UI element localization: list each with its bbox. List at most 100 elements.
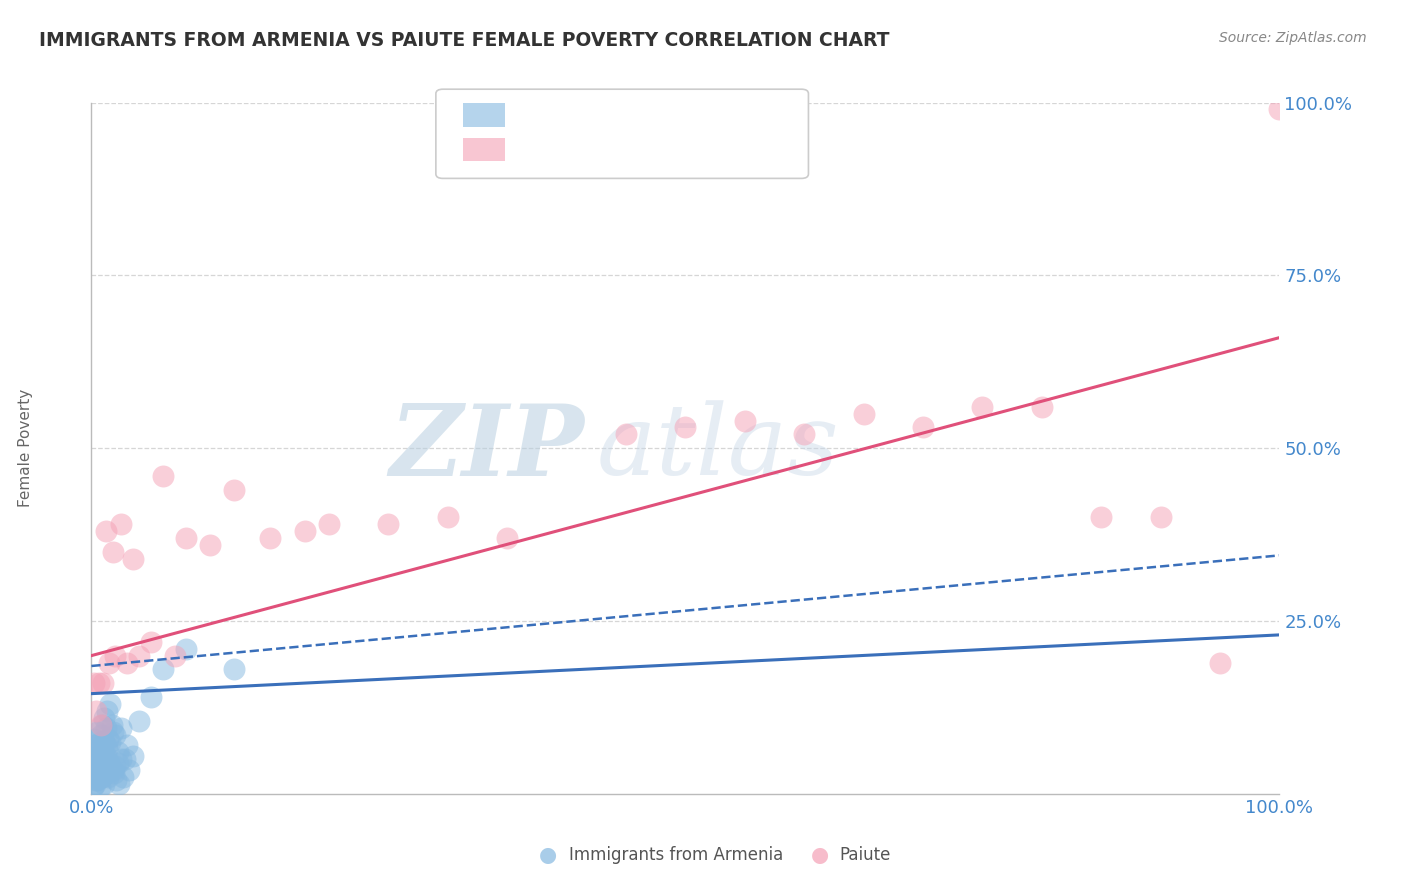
Point xyxy=(318,517,340,532)
Point xyxy=(139,690,162,705)
Point xyxy=(98,756,121,770)
Point xyxy=(294,524,316,539)
Text: atlas: atlas xyxy=(596,401,839,496)
Text: ●: ● xyxy=(811,845,828,864)
Point xyxy=(115,656,138,670)
Point xyxy=(91,770,114,784)
Point xyxy=(259,531,281,545)
Point xyxy=(98,656,121,670)
Point xyxy=(83,766,105,780)
Text: R =  0.182   N = 64: R = 0.182 N = 64 xyxy=(519,105,717,125)
Point xyxy=(87,756,110,770)
Point xyxy=(176,531,198,545)
Point xyxy=(89,780,111,794)
Point xyxy=(97,731,120,746)
Point xyxy=(734,414,756,428)
Point xyxy=(84,763,107,777)
Point xyxy=(103,766,125,780)
Point xyxy=(110,517,132,532)
Point xyxy=(86,772,108,788)
Point xyxy=(114,752,136,766)
Point xyxy=(104,648,127,663)
Point xyxy=(91,770,114,784)
Point xyxy=(89,763,111,777)
Point xyxy=(1031,400,1053,414)
Point xyxy=(83,731,105,746)
Point xyxy=(87,756,110,770)
Text: Source: ZipAtlas.com: Source: ZipAtlas.com xyxy=(1219,31,1367,45)
Point xyxy=(84,772,107,788)
Point xyxy=(100,697,122,711)
Point xyxy=(83,770,105,784)
Point xyxy=(82,780,104,794)
Text: ●: ● xyxy=(540,845,557,864)
Point xyxy=(87,742,110,756)
Point xyxy=(222,662,245,677)
Point xyxy=(115,739,138,753)
Point xyxy=(84,776,107,790)
Point xyxy=(163,648,186,663)
Point xyxy=(82,752,104,766)
Point xyxy=(110,721,132,735)
Point xyxy=(139,635,162,649)
Y-axis label: Female Poverty: Female Poverty xyxy=(18,389,34,508)
Point xyxy=(152,469,174,483)
Point xyxy=(496,531,519,545)
Point xyxy=(200,538,222,552)
Point xyxy=(93,776,115,790)
Text: Immigrants from Armenia: Immigrants from Armenia xyxy=(569,846,783,863)
Point xyxy=(1090,510,1112,524)
Point xyxy=(91,746,114,760)
Point xyxy=(614,427,637,442)
Point xyxy=(94,748,117,763)
Point xyxy=(101,724,124,739)
Point xyxy=(107,756,129,770)
Point xyxy=(93,711,115,725)
Point xyxy=(90,728,112,742)
Point xyxy=(673,420,696,434)
Point xyxy=(122,551,145,566)
Point xyxy=(84,704,107,718)
Point xyxy=(110,752,132,766)
Point xyxy=(104,728,127,742)
Point xyxy=(152,662,174,677)
Point xyxy=(128,648,150,663)
Point xyxy=(176,641,198,656)
Point xyxy=(84,746,107,760)
Point xyxy=(91,676,114,690)
Point xyxy=(87,676,110,690)
Point xyxy=(91,759,114,773)
Text: Paiute: Paiute xyxy=(839,846,891,863)
Text: IMMIGRANTS FROM ARMENIA VS PAIUTE FEMALE POVERTY CORRELATION CHART: IMMIGRANTS FROM ARMENIA VS PAIUTE FEMALE… xyxy=(39,31,890,50)
Text: R = 0.644   N = 37: R = 0.644 N = 37 xyxy=(519,140,711,160)
Point xyxy=(128,714,150,729)
Point xyxy=(377,517,399,532)
Point xyxy=(86,748,108,763)
Point xyxy=(90,752,112,766)
Point xyxy=(91,717,114,731)
Point xyxy=(911,420,934,434)
Point xyxy=(93,735,115,749)
Point xyxy=(100,717,122,731)
Point xyxy=(101,763,124,777)
Point xyxy=(90,717,112,731)
Point xyxy=(107,776,129,790)
Point xyxy=(96,742,118,756)
Point xyxy=(122,748,145,763)
Point xyxy=(90,752,112,766)
Point xyxy=(83,676,105,690)
Point xyxy=(118,763,141,777)
Point xyxy=(112,770,135,784)
Point xyxy=(972,400,994,414)
Point xyxy=(91,746,114,760)
Point xyxy=(94,739,117,753)
Point xyxy=(89,735,111,749)
Point xyxy=(86,724,108,739)
Point xyxy=(84,759,107,773)
Point xyxy=(96,704,118,718)
Point xyxy=(104,759,127,773)
Point xyxy=(101,545,124,559)
Point xyxy=(1268,103,1291,117)
Point xyxy=(105,772,128,788)
Point xyxy=(793,427,815,442)
